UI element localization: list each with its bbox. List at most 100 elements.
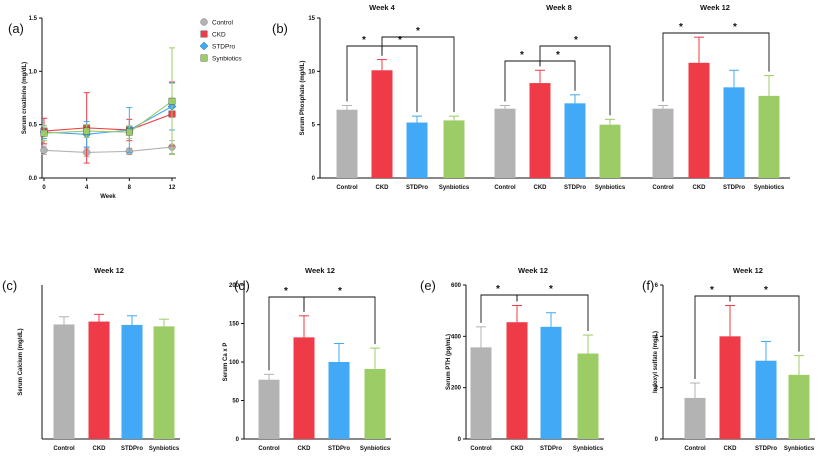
panel-label: (a) (8, 21, 24, 36)
bar-e-control (470, 347, 492, 439)
x-tick-label: Synbiotics (573, 446, 604, 452)
significance-star: * (284, 286, 288, 297)
significance-bracket (516, 294, 589, 332)
significance-star: * (549, 284, 553, 295)
bar-b-synbiotics (443, 120, 465, 178)
significance-bracket (729, 295, 800, 352)
y-tick-label: 2 (655, 386, 659, 392)
series-line-control (43, 146, 173, 153)
y-tick-label: 10 (308, 69, 315, 75)
bar-b-control (336, 109, 358, 178)
x-tick-label: CKD (724, 446, 738, 452)
y-axis-label: Serum Phosphate (mg/dL) (300, 61, 306, 136)
panel-title: Week 8 (546, 3, 572, 12)
significance-star: * (679, 22, 683, 33)
x-tick-label: Control (53, 446, 75, 452)
y-tick-label: 6 (655, 283, 659, 289)
series-line-ckd (43, 113, 173, 132)
y-tick-label: 0.0 (29, 176, 38, 182)
bar-d-synbiotics (364, 368, 386, 439)
y-tick-label: 0 (236, 437, 240, 443)
panel-title: Week 12 (733, 266, 763, 275)
bar-f-control (684, 397, 706, 439)
bar-c-stdpro (121, 324, 143, 439)
marker-synbiotics (125, 128, 133, 136)
x-tick-label: Synbiotics (149, 446, 180, 452)
legend-marker (200, 18, 208, 26)
significance-bracket (480, 294, 518, 323)
bar-f-stdpro (755, 360, 777, 439)
significance-bracket (539, 45, 611, 116)
y-axis-label: Serum Calcium (mg/dL) (18, 328, 24, 395)
y-tick-label: 100 (229, 360, 240, 366)
bar-b-synbiotics (758, 95, 780, 178)
x-tick-label: CKD (376, 185, 390, 191)
bar-e-ckd (506, 322, 528, 439)
x-tick-label: CKD (93, 446, 107, 452)
significance-star: * (416, 26, 420, 37)
y-tick-label: 0 (655, 437, 659, 443)
bar-b-synbiotics (599, 124, 621, 178)
bar-c-ckd (88, 321, 110, 439)
legend-marker (199, 41, 209, 51)
legend-label: Control (212, 20, 234, 27)
significance-star: * (710, 285, 714, 296)
x-tick-label: STDPro (564, 185, 586, 191)
x-tick-label: Control (470, 446, 492, 452)
x-tick-label: CKD (511, 446, 525, 452)
panel-title: Week 4 (369, 3, 396, 12)
panel-title: Week 12 (518, 266, 548, 275)
x-tick-label: STDPro (406, 185, 428, 191)
y-axis-label: Serum creatinine (mg/dL) (22, 62, 28, 134)
bar-d-ckd (293, 337, 315, 439)
marker-synbiotics (168, 97, 176, 105)
x-tick-label: 0 (42, 185, 46, 191)
panel-title: Week 12 (700, 3, 730, 12)
bar-e-stdpro (540, 326, 562, 439)
x-tick-label: 12 (169, 185, 176, 191)
significance-star: * (733, 22, 737, 33)
panel-label: (f) (642, 278, 654, 293)
bar-b-control (652, 108, 674, 178)
bar-b-stdpro (723, 87, 745, 178)
bar-b-ckd (688, 62, 710, 178)
panel-label: (e) (420, 278, 436, 293)
x-tick-label: Control (494, 185, 516, 191)
y-tick-label: 0 (312, 176, 316, 182)
significance-star: * (556, 50, 560, 61)
x-tick-label: 4 (85, 185, 89, 191)
y-tick-label: 1.5 (29, 16, 38, 22)
bar-d-control (258, 379, 280, 439)
y-tick-label: 1.0 (29, 69, 38, 75)
y-tick-label: 0.5 (29, 123, 38, 129)
y-tick-label: 0 (458, 437, 462, 443)
significance-star: * (398, 35, 402, 46)
legend-marker (200, 54, 208, 62)
marker-synbiotics (40, 129, 48, 137)
bar-b-ckd (529, 83, 551, 178)
series-line-synbiotics (43, 100, 173, 134)
y-axis-label: Serum Ca x P (223, 343, 229, 382)
x-tick-label: Control (258, 446, 280, 452)
significance-star: * (764, 285, 768, 296)
panel-title: Week 12 (94, 266, 124, 275)
significance-star: * (520, 50, 524, 61)
bar-f-synbiotics (788, 374, 810, 439)
legend-marker (200, 30, 208, 38)
y-tick-label: 15 (308, 16, 315, 22)
panel-title: Week 12 (305, 266, 335, 275)
panel-label: (c) (2, 278, 17, 293)
x-tick-label: Control (652, 185, 674, 191)
x-tick-label: CKD (534, 185, 548, 191)
x-tick-label: Synbiotics (439, 185, 470, 191)
x-tick-label: STDPro (755, 446, 777, 452)
significance-bracket (698, 32, 770, 72)
x-tick-label: STDPro (121, 446, 143, 452)
x-tick-label: Synbiotics (360, 446, 391, 452)
legend-label: STDPro (212, 44, 236, 51)
legend-label: Synbiotics (212, 56, 242, 63)
significance-star: * (362, 35, 366, 46)
bar-e-synbiotics (577, 353, 599, 439)
y-axis-label: Serum PTH (pg/mL) (446, 334, 452, 390)
